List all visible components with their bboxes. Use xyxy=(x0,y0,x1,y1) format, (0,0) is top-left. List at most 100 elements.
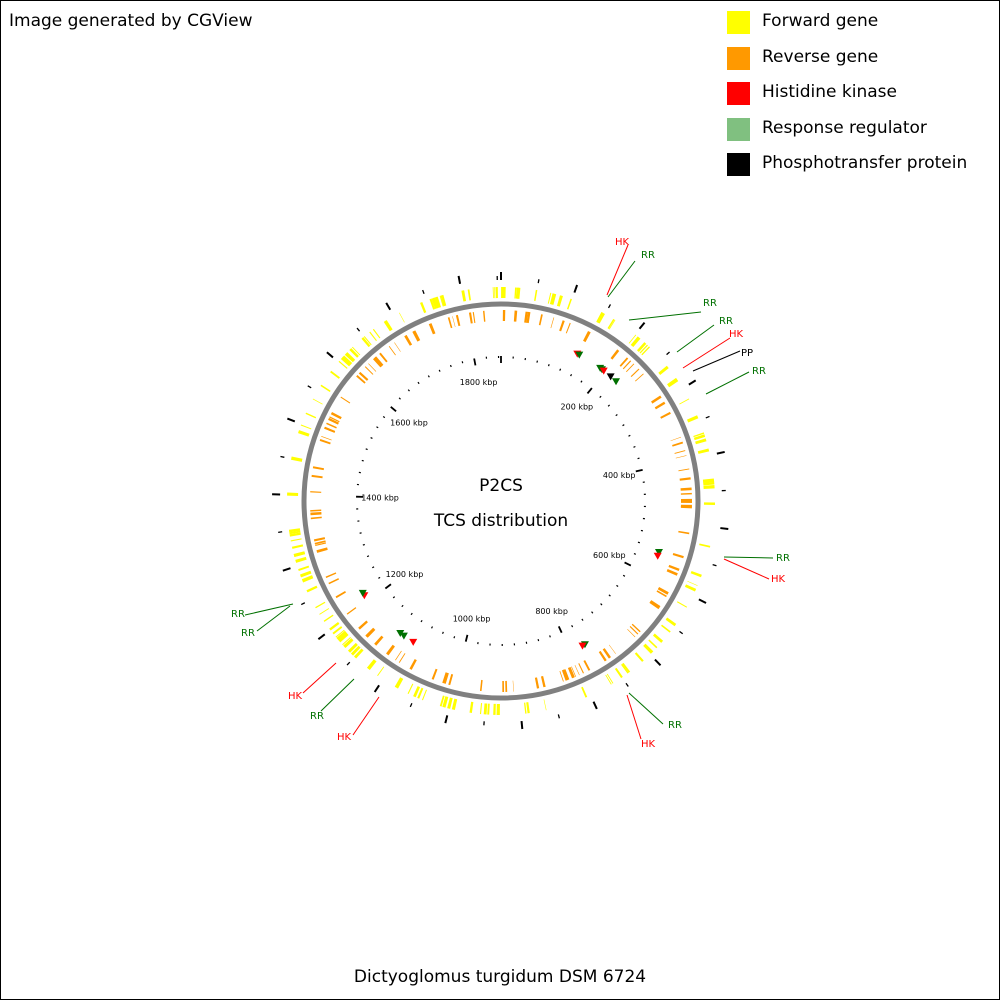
forward-gene-feature xyxy=(543,699,547,711)
callout-label-hk: HK xyxy=(615,237,630,248)
forward-gene-feature xyxy=(353,648,364,659)
kbp-scale-label: 1600 kbp xyxy=(390,418,428,427)
center-title: P2CS xyxy=(479,476,523,496)
reverse-gene-feature xyxy=(668,564,680,572)
outer-tick-mark xyxy=(317,633,326,640)
inner-tick-mark xyxy=(628,434,631,437)
inner-tick-mark xyxy=(635,469,643,473)
forward-gene-swatch xyxy=(727,11,750,34)
forward-gene-feature xyxy=(340,356,352,367)
reverse-gene-feature xyxy=(571,666,577,677)
kbp-scale-label: 1400 kbp xyxy=(361,493,399,502)
hk-marker xyxy=(599,367,608,375)
outer-tick-mark xyxy=(278,531,283,533)
phosphotransfer-protein-swatch xyxy=(727,153,750,176)
callout-label-hk: HK xyxy=(337,732,352,743)
forward-gene-feature xyxy=(300,424,312,430)
forward-gene-feature xyxy=(344,352,356,363)
reverse-gene-feature xyxy=(630,368,640,378)
reverse-gene-feature xyxy=(534,677,540,689)
forward-gene-feature xyxy=(394,677,404,689)
forward-gene-feature xyxy=(332,626,343,635)
legend-label: Response regulator xyxy=(762,117,927,138)
forward-gene-feature xyxy=(628,334,637,344)
forward-gene-feature xyxy=(648,639,658,649)
inner-tick-mark xyxy=(633,553,637,555)
kbp-scale-label: 200 kbp xyxy=(561,403,594,412)
reverse-gene-feature xyxy=(310,491,322,493)
outer-tick-mark xyxy=(457,275,462,285)
forward-gene-feature xyxy=(581,686,588,698)
reverse-gene-feature xyxy=(675,455,687,459)
reverse-gene-feature xyxy=(656,590,667,598)
tcs-gene-markers xyxy=(358,350,663,650)
forward-gene-feature xyxy=(661,624,671,633)
inner-tick-mark xyxy=(410,612,413,616)
reverse-gene-feature xyxy=(428,323,435,335)
reverse-gene-feature xyxy=(328,578,340,585)
reverse-gene-feature xyxy=(374,635,384,646)
forward-gene-feature xyxy=(494,287,496,299)
forward-gene-feature xyxy=(566,298,572,310)
forward-gene-feature xyxy=(547,292,552,304)
reverse-gene-feature xyxy=(608,644,616,654)
inner-tick-mark xyxy=(376,426,379,429)
callout-line xyxy=(628,311,702,321)
forward-gene-feature xyxy=(287,492,299,496)
inner-tick-mark xyxy=(637,457,640,460)
inner-tick-mark xyxy=(372,566,375,569)
reverse-gene-feature xyxy=(472,311,476,323)
reverse-gene-feature xyxy=(387,645,395,656)
forward-gene-feature xyxy=(608,319,616,330)
callout-line xyxy=(320,678,355,712)
forward-gene-feature xyxy=(469,701,474,714)
reverse-gene-feature xyxy=(406,334,413,345)
reverse-gene-feature xyxy=(680,499,693,503)
outer-tick-mark xyxy=(282,567,291,572)
reverse-gene-feature xyxy=(513,310,518,322)
forward-gene-feature xyxy=(524,702,527,714)
reverse-gene-feature xyxy=(678,468,690,472)
forward-gene-feature xyxy=(336,630,348,641)
reverse-gene-feature xyxy=(479,679,483,692)
rr-marker xyxy=(358,589,367,597)
reverse-gene-feature xyxy=(584,331,591,343)
reverse-gene-feature xyxy=(482,310,486,322)
outer-tick-mark xyxy=(654,658,662,667)
reverse-gene-feature xyxy=(321,436,332,441)
reverse-gene-feature xyxy=(565,322,571,334)
reverse-gene-feature xyxy=(672,553,684,559)
reverse-gene-feature xyxy=(505,680,508,692)
forward-gene-feature xyxy=(293,551,306,558)
legend-label: Reverse gene xyxy=(762,46,879,67)
reverse-gene-feature xyxy=(386,644,395,655)
forward-gene-feature xyxy=(516,287,520,299)
reverse-gene-feature xyxy=(666,569,678,576)
forward-gene-feature xyxy=(298,430,310,437)
reverse-gene-feature xyxy=(574,665,580,676)
reverse-gene-feature xyxy=(452,316,456,327)
forward-gene-feature xyxy=(298,565,310,572)
inner-tick-mark xyxy=(392,596,396,599)
outer-tick-mark xyxy=(444,715,449,724)
reverse-gene-feature xyxy=(431,668,438,680)
center-subtitle: TCS distribution xyxy=(433,511,568,531)
response-regulator-swatch xyxy=(727,117,750,141)
inner-tick-mark xyxy=(449,364,452,368)
inner-tick-mark xyxy=(571,625,574,628)
outer-tick-mark xyxy=(607,304,612,309)
inner-scale-ticks xyxy=(356,356,646,646)
forward-gene-feature xyxy=(436,296,441,308)
forward-gene-feature xyxy=(703,502,715,506)
outer-tick-mark xyxy=(300,602,306,606)
inner-tick-mark xyxy=(633,445,636,448)
reverse-gene-feature xyxy=(311,474,323,479)
inner-tick-mark xyxy=(622,424,625,427)
reverse-gene-feature xyxy=(680,492,692,495)
kbp-scale-label: 1800 kbp xyxy=(460,378,498,387)
forward-gene-feature xyxy=(383,320,393,332)
outer-tick-mark xyxy=(688,379,697,386)
rr-marker xyxy=(575,351,584,359)
forward-gene-feature xyxy=(534,289,538,301)
